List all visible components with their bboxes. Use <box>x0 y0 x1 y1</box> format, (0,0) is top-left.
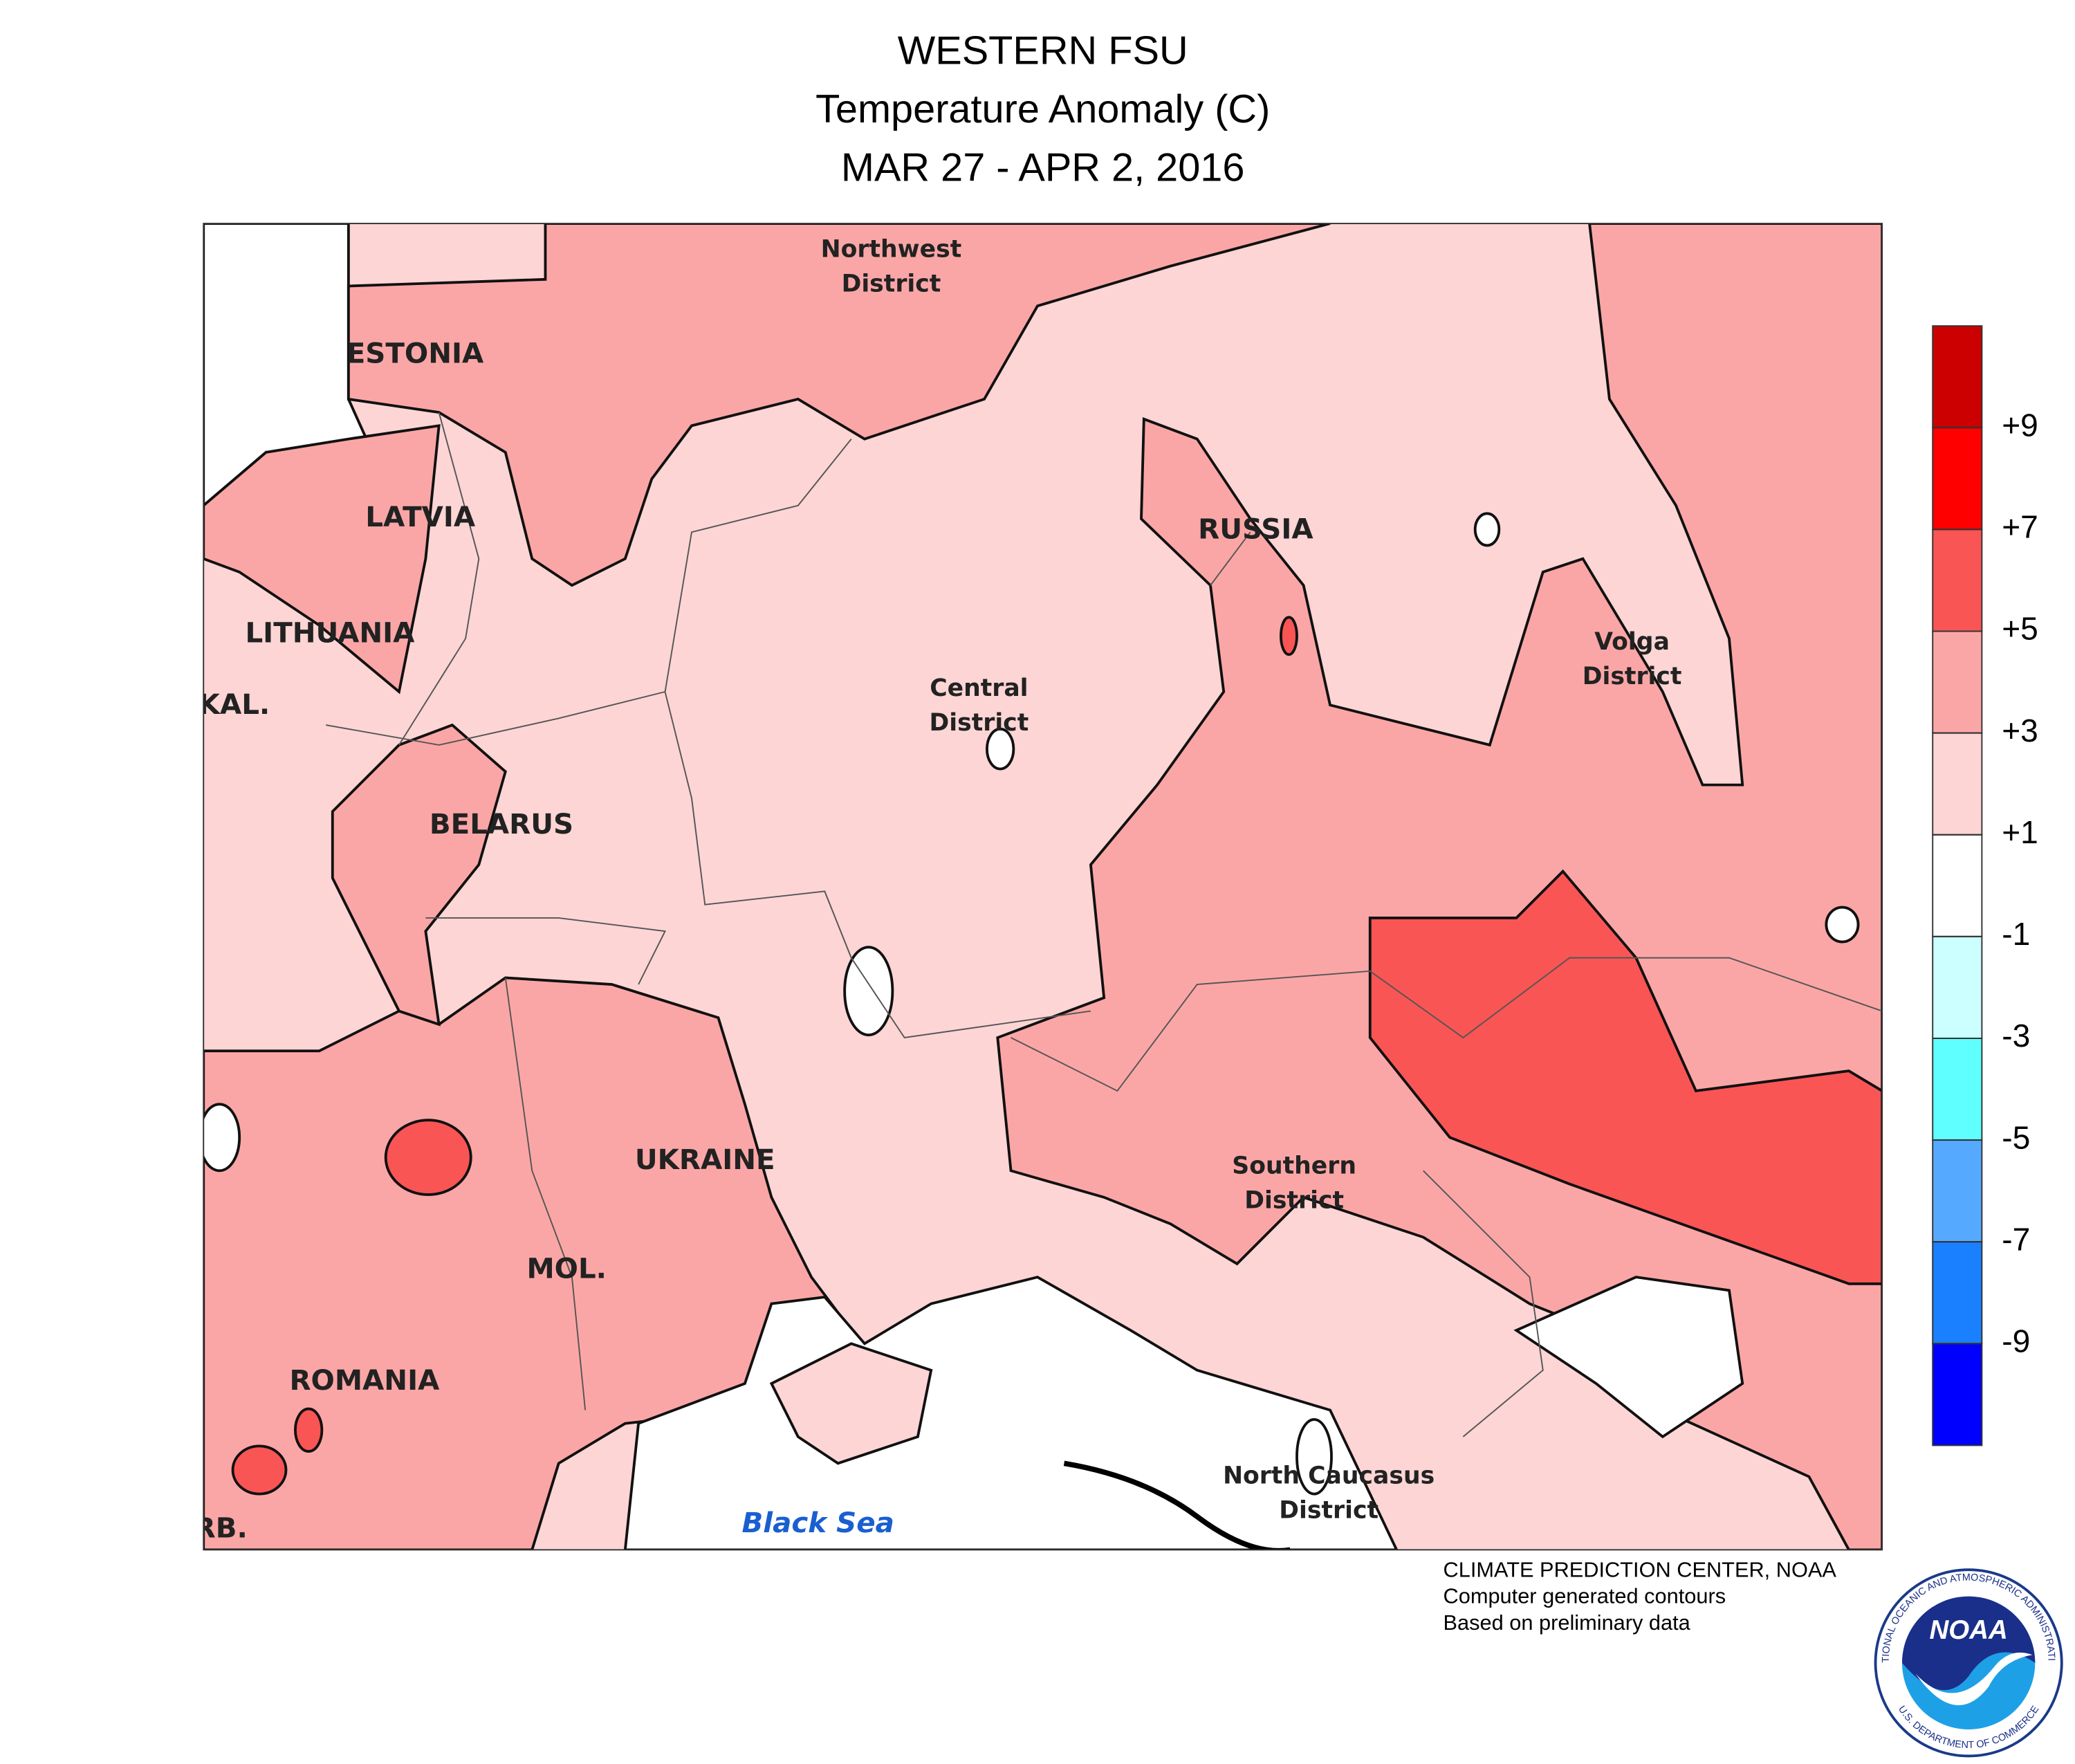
region-label: Volga <box>1594 628 1670 656</box>
country-border <box>325 412 1883 1437</box>
region-label: LITHUANIA <box>245 616 415 649</box>
credit-line: CLIMATE PREDICTION CENTER, NOAA <box>1444 1557 1837 1581</box>
legend-swatch <box>1932 1038 1983 1141</box>
logo-dome <box>1902 1596 2036 1691</box>
zone-5-7 <box>294 1407 324 1453</box>
legend-label: +3 <box>2002 713 2038 748</box>
legend-swatch <box>1932 732 1983 836</box>
white-zone <box>1295 1418 1333 1496</box>
map-labels: Northwest District ESTONIA LATVIA LITHUANIA K… <box>194 236 1682 1545</box>
region-label: Northwest <box>821 236 962 264</box>
legend-swatch <box>1932 834 1983 937</box>
legend-swatch <box>1932 1343 1983 1446</box>
region-label: North Caucasus <box>1223 1462 1435 1490</box>
credit-line: Based on preliminary data <box>1444 1610 1691 1635</box>
white-zone <box>1513 1276 1744 1439</box>
legend-swatch <box>1932 935 1983 1039</box>
region-label: MOL. <box>526 1253 607 1285</box>
legend-swatch <box>1932 1139 1983 1243</box>
zone-1-3 <box>769 1342 933 1465</box>
legend-label: +5 <box>2002 611 2038 647</box>
legend-label: +7 <box>2002 509 2038 545</box>
region-label: District <box>1244 1187 1344 1215</box>
region-label: RUSSIA <box>1198 513 1313 545</box>
region-label: KAL. <box>199 688 270 721</box>
zone-3-5 <box>203 424 441 695</box>
white-zone <box>843 946 894 1037</box>
legend-label: +9 <box>2002 407 2038 443</box>
sea-label: Black Sea <box>741 1507 894 1539</box>
zone-5-7 <box>231 1444 288 1496</box>
zone-5-7 <box>1368 869 1883 1285</box>
logo-name: NOAA <box>1930 1615 2008 1645</box>
zone-5-7 <box>384 1119 472 1196</box>
map: Northwest District ESTONIA LATVIA LITHUANIA K… <box>194 223 1883 1550</box>
legend-swatch <box>1932 427 1983 531</box>
legend: +9 +7 +5 +3 +1 -1 -3 -5 -7 -9 <box>1932 325 2038 1446</box>
legend-label: -3 <box>2002 1018 2030 1054</box>
zone-3-5 <box>331 723 507 1027</box>
logo-bird <box>1915 1652 2033 1706</box>
legend-swatch <box>1932 325 1983 429</box>
region-label: District <box>1279 1497 1378 1525</box>
region-label: District <box>1583 663 1682 690</box>
zone-3-5 <box>347 223 1331 587</box>
region-label: District <box>842 270 941 298</box>
region-label: LATVIA <box>365 501 476 533</box>
region-label: BELARUS <box>430 808 573 840</box>
legend-swatch <box>1932 630 1983 734</box>
region-label: ESTONIA <box>347 337 484 369</box>
region-label: Central <box>930 674 1028 702</box>
legend-label: -9 <box>2002 1323 2030 1359</box>
legend-label: -7 <box>2002 1221 2030 1257</box>
white-zone <box>1473 512 1501 547</box>
coastline <box>1063 1460 1291 1550</box>
credits: CLIMATE PREDICTION CENTER, NOAA Computer … <box>1444 1557 1837 1635</box>
region-label: Southern <box>1232 1152 1356 1180</box>
legend-swatch <box>1932 1241 1983 1345</box>
region-label: RB. <box>194 1512 248 1545</box>
credit-line: Computer generated contours <box>1444 1584 1726 1608</box>
zone-5-7 <box>1280 616 1298 656</box>
white-zone <box>986 727 1015 771</box>
legend-swatch <box>1932 529 1983 632</box>
map-frame <box>203 223 1883 1551</box>
map-subtitle: Temperature Anomaly (C) <box>815 87 1270 131</box>
region-label: UKRAINE <box>635 1143 775 1176</box>
legend-label: -1 <box>2002 916 2030 952</box>
map-title: WESTERN FSU <box>898 28 1188 73</box>
white-zone <box>203 1103 241 1173</box>
white-zone <box>1825 906 1860 944</box>
region-label: District <box>930 709 1029 737</box>
legend-label: +1 <box>2002 814 2038 850</box>
region-label: ROMANIA <box>289 1364 440 1397</box>
white-zone <box>623 1276 1399 1550</box>
map-period: MAR 27 - APR 2, 2016 <box>841 146 1245 190</box>
legend-label: -5 <box>2002 1119 2030 1155</box>
